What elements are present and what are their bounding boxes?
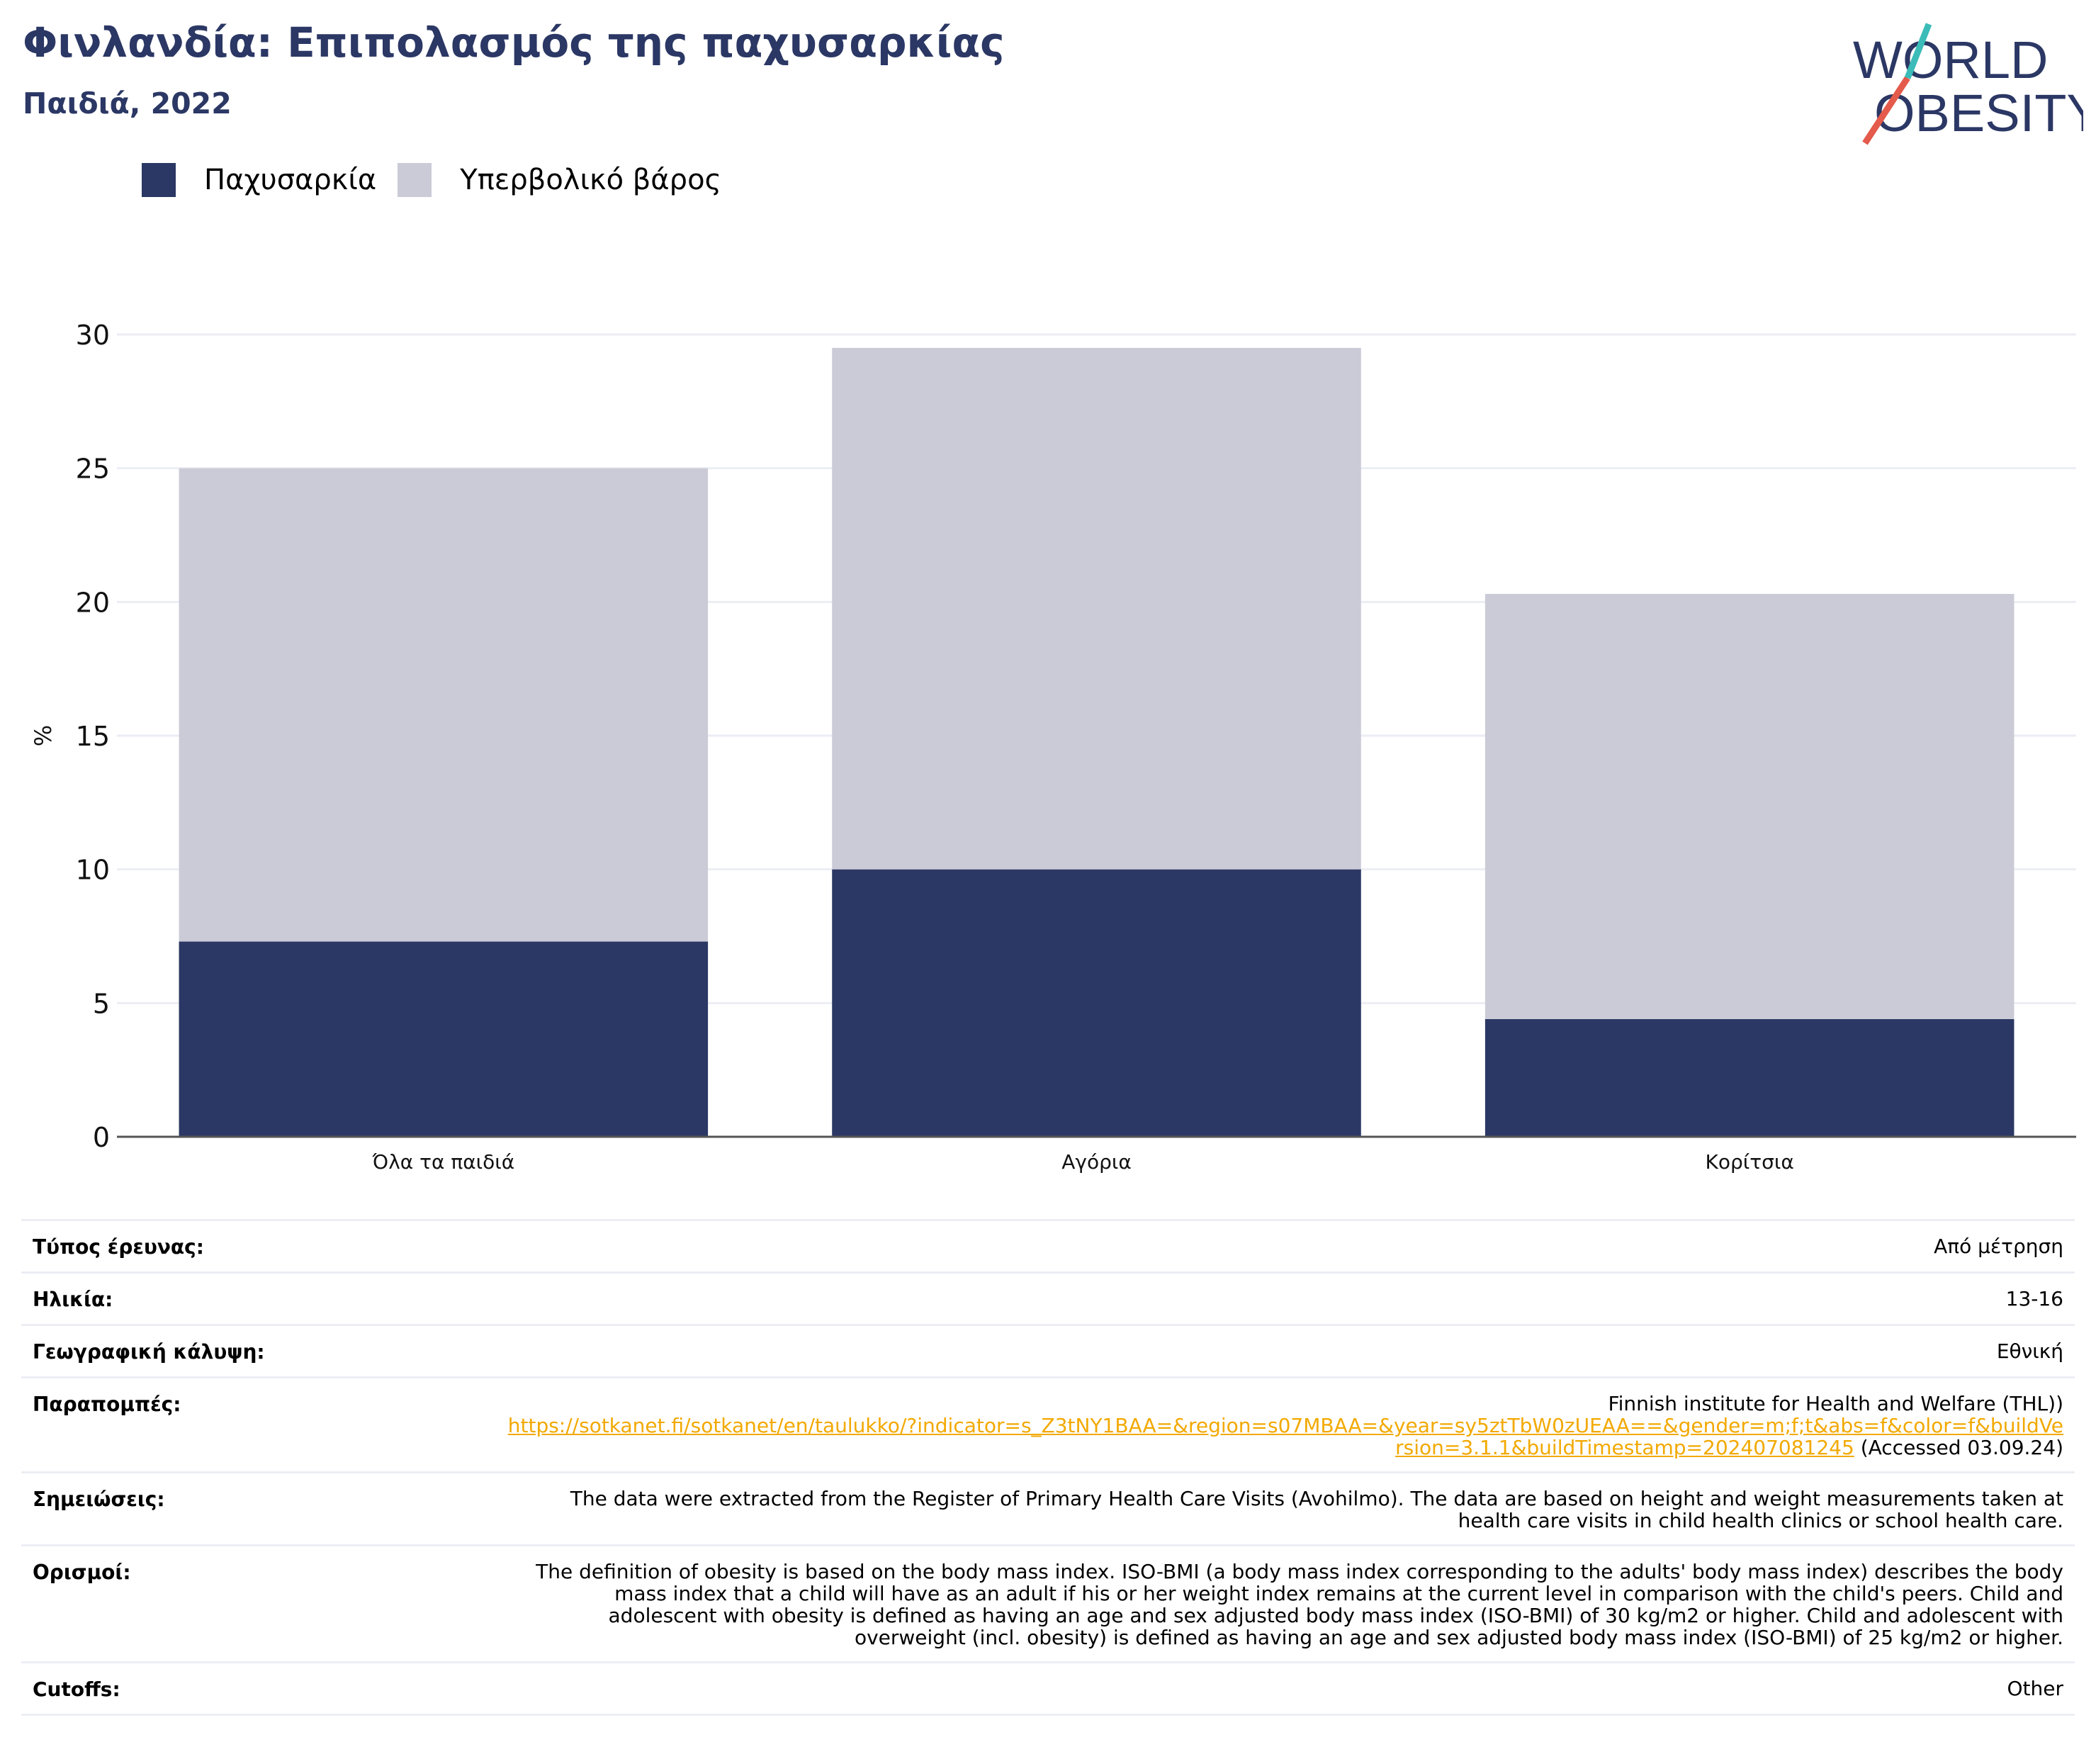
meta-row-definitions: Ορισμοί: The definition of obesity is ba… [21, 1544, 2075, 1661]
y-tick-label: 20 [76, 587, 110, 618]
logo-line-2: OBESITY [1874, 84, 2083, 142]
meta-label: Σημειώσεις: [33, 1488, 165, 1511]
y-tick-label: 30 [76, 320, 110, 351]
metadata-table: Τύπος έρευνας: Από μέτρηση Ηλικία: 13-16… [21, 1219, 2075, 1716]
meta-label: Ηλικία: [33, 1288, 113, 1311]
reference-link[interactable]: https://sotkanet.fi/sotkanet/en/taulukko… [507, 1414, 2063, 1459]
meta-label: Τύπος έρευνας: [33, 1235, 204, 1259]
bar-obesity [832, 869, 1361, 1137]
meta-label: Παραπομπές: [33, 1393, 181, 1416]
page-subtitle: Παιδιά, 2022 [23, 86, 232, 120]
meta-label: Ορισμοί: [33, 1561, 131, 1584]
y-axis-label: % [30, 725, 57, 746]
legend-item-overweight: Υπερβολικό βάρος [398, 163, 721, 197]
legend-label-obesity: Παχυσαρκία [204, 164, 377, 196]
y-tick-label: 15 [76, 721, 110, 752]
y-tick-label: 10 [76, 855, 110, 886]
bar-overweight [1484, 594, 2015, 1019]
logo-slash-red [1862, 76, 1910, 145]
legend-swatch-obesity [142, 163, 176, 197]
meta-value: Από μέτρηση [1934, 1235, 2063, 1258]
meta-value: 13-16 [2005, 1287, 2063, 1310]
meta-label: Cutoffs: [33, 1678, 120, 1701]
world-obesity-logo: WORLD OBESITY [1853, 23, 2083, 145]
meta-row-age: Ηλικία: 13-16 [21, 1271, 2075, 1324]
meta-value: Εθνική [1996, 1339, 2063, 1363]
page-title: Φινλανδία: Επιπολασμός της παχυσαρκίας [23, 18, 1005, 67]
meta-row-references: Παραπομπές: Finnish institute for Health… [21, 1376, 2075, 1471]
bar-obesity [179, 941, 709, 1137]
meta-label: Γεωγραφική κάλυψη: [33, 1340, 265, 1364]
meta-row-survey-type: Τύπος έρευνας: Από μέτρηση [21, 1219, 2075, 1271]
y-tick-label: 5 [93, 988, 110, 1019]
meta-row-notes: Σημειώσεις: The data were extracted from… [21, 1471, 2075, 1544]
logo-slash-teal [1904, 23, 1932, 79]
x-tick-label: Όλα τα παιδιά [371, 1150, 514, 1174]
reference-source: Finnish institute for Health and Welfare… [1608, 1392, 2064, 1415]
y-tick-label: 0 [93, 1122, 110, 1153]
bar-obesity [1484, 1018, 2015, 1137]
legend-swatch-overweight [398, 163, 432, 197]
meta-value: The data were extracted from the Registe… [570, 1487, 2063, 1532]
meta-row-cutoffs: Cutoffs: Other [21, 1661, 2075, 1716]
bar-overweight [179, 468, 709, 942]
meta-value: The definition of obesity is based on th… [536, 1560, 2063, 1649]
meta-value: Other [2007, 1677, 2063, 1700]
legend-item-obesity: Παχυσαρκία [142, 163, 376, 197]
y-tick-label: 25 [76, 454, 110, 485]
stacked-bar-chart: 0 5 10 15 20 25 30% Όλα τα παιδιά Αγόρια Κορίτσια [30, 320, 2076, 1174]
meta-row-coverage: Γεωγραφική κάλυψη: Εθνική [21, 1324, 2075, 1376]
chart-legend: Παχυσαρκία Υπερβολικό βάρος [142, 163, 743, 197]
logo-line-1: WORLD [1853, 30, 2048, 89]
legend-label-overweight: Υπερβολικό βάρος [460, 164, 722, 196]
x-tick-label: Αγόρια [1061, 1150, 1132, 1174]
reference-accessed: (Accessed 03.09.24) [1854, 1436, 2063, 1459]
bar-overweight [832, 347, 1361, 870]
meta-value: Finnish institute for Health and Welfare… [505, 1393, 2063, 1459]
x-tick-label: Κορίτσια [1706, 1150, 1794, 1174]
